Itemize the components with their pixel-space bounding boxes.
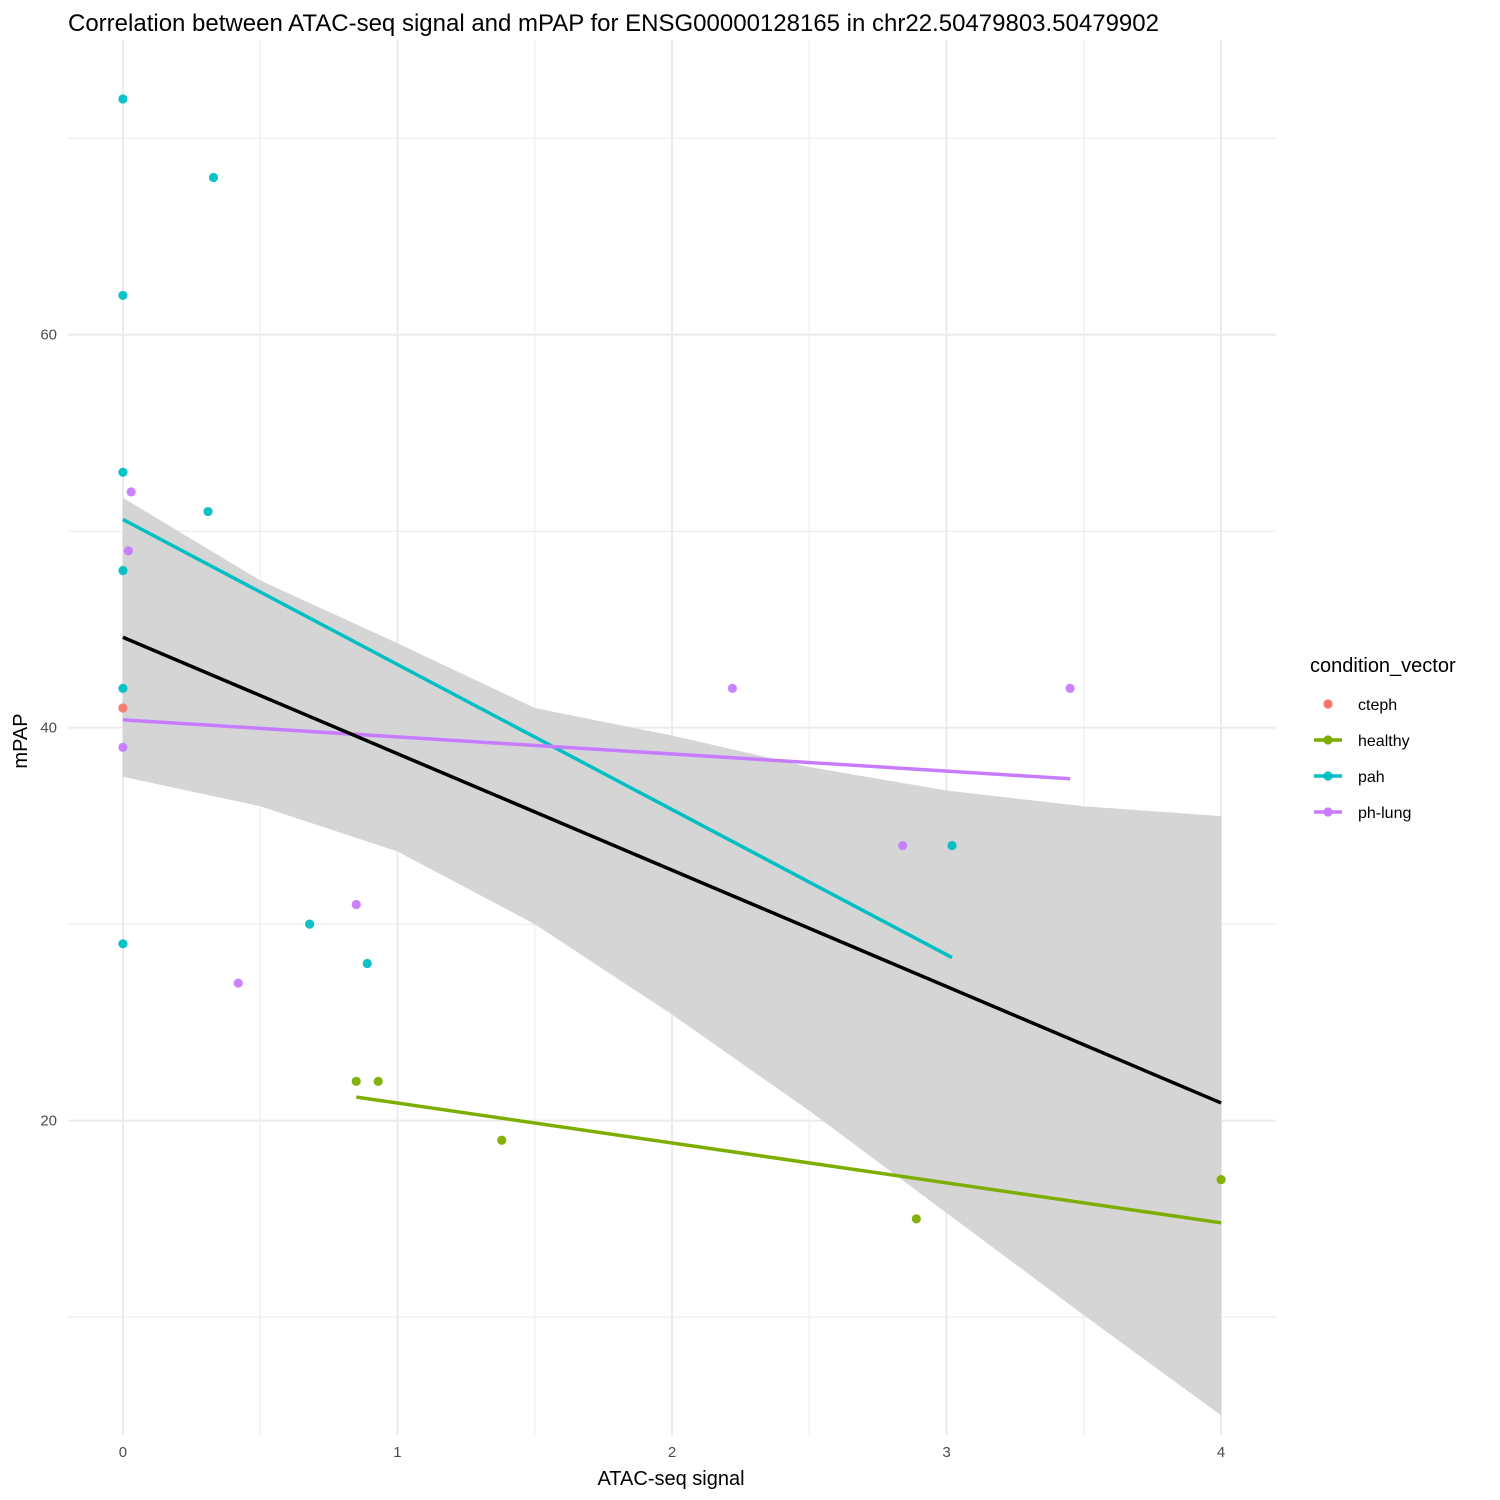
fit-line-ph-lung: [122, 718, 1071, 781]
confidence-band-area: [122, 497, 1222, 1416]
fit-line-overall: [122, 635, 1222, 1105]
legend-label-pah: pah: [1358, 769, 1385, 786]
tick-labels: 0 1 2 3 4 20 40 60: [40, 327, 1225, 1461]
point-pah: [208, 172, 219, 183]
data-points: [118, 94, 1226, 1224]
legend-label-ph-lung: ph-lung: [1358, 805, 1411, 822]
legend-key-point-ph-lung: [1323, 807, 1333, 817]
point-pah: [203, 506, 213, 517]
point-healthy: [911, 1214, 921, 1224]
legend-title: condition_vector: [1310, 655, 1456, 677]
confidence-band: [122, 497, 1222, 1416]
legend-label-cteph: cteph: [1358, 697, 1397, 714]
point-ph-lung: [727, 683, 738, 693]
y-axis-title: mPAP: [10, 713, 32, 768]
point-pah: [118, 565, 128, 576]
x-tick-label: 1: [393, 1444, 401, 1461]
y-tick-label: 60: [40, 327, 57, 344]
point-ph-lung: [898, 840, 908, 851]
point-cteph: [118, 703, 128, 713]
point-pah: [118, 290, 128, 301]
y-tick-label: 40: [40, 720, 57, 737]
x-tick-label: 2: [668, 1444, 676, 1461]
point-ph-lung: [1065, 683, 1075, 693]
point-pah: [305, 919, 315, 929]
fit-line-healthy: [356, 1095, 1222, 1225]
chart-title: Correlation between ATAC-seq signal and …: [68, 10, 1159, 37]
legend: condition_vector cteph healthy pah ph-lung: [1310, 655, 1456, 822]
x-tick-label: 0: [119, 1444, 127, 1461]
x-tick-label: 4: [1217, 1444, 1225, 1461]
point-ph-lung: [126, 487, 136, 497]
legend-key-point-pah: [1323, 771, 1333, 781]
point-ph-lung: [233, 978, 243, 988]
y-tick-label: 20: [40, 1113, 57, 1130]
point-healthy: [497, 1135, 507, 1145]
point-ph-lung: [351, 899, 361, 910]
point-pah: [947, 840, 957, 851]
fit-lines: [122, 517, 1222, 1225]
point-pah: [118, 94, 128, 104]
point-ph-lung: [118, 742, 128, 752]
point-pah: [362, 958, 372, 969]
point-pah: [118, 683, 128, 693]
point-healthy: [351, 1076, 361, 1086]
legend-key-point-healthy: [1323, 735, 1333, 745]
fit-line-pah: [122, 517, 953, 960]
point-pah: [118, 939, 128, 949]
point-healthy: [373, 1076, 383, 1086]
legend-key-point-cteph: [1323, 699, 1333, 709]
point-healthy: [1216, 1174, 1226, 1185]
x-tick-label: 3: [942, 1444, 950, 1461]
point-ph-lung: [123, 546, 133, 556]
point-pah: [118, 467, 128, 477]
x-axis-title: ATAC-seq signal: [597, 1468, 744, 1490]
legend-label-healthy: healthy: [1358, 733, 1410, 750]
